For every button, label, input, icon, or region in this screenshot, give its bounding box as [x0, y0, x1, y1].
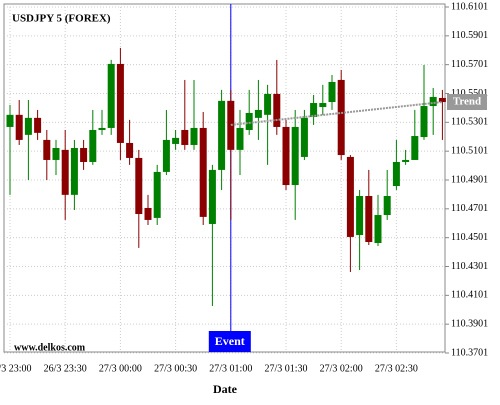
- candle-body: [420, 106, 428, 138]
- candle-body: [6, 114, 14, 127]
- candle-body: [310, 103, 318, 117]
- candle-body: [52, 147, 60, 160]
- x-tick-label: 27/3 02:00: [320, 363, 363, 374]
- candle-body: [135, 157, 143, 215]
- candle-body: [264, 93, 272, 115]
- y-tick-label: 110.3901: [451, 318, 488, 329]
- candle-body: [162, 139, 170, 172]
- x-tick-label: 27/3 00:00: [99, 363, 142, 374]
- candle-body: [70, 147, 78, 195]
- candle-body: [346, 156, 354, 237]
- candle-body: [172, 137, 180, 144]
- chart-title: USDJPY 5 (FOREX): [12, 13, 111, 25]
- candle-body: [208, 169, 216, 224]
- candle-body: [365, 196, 373, 242]
- x-tick-label: 27/3 00:30: [154, 363, 197, 374]
- y-tick-label: 110.5901: [451, 30, 488, 41]
- y-tick-label: 110.5301: [451, 117, 488, 128]
- candle-body: [319, 103, 327, 108]
- candle-body: [34, 117, 42, 133]
- x-tick-label: 27/3 01:00: [209, 363, 252, 374]
- y-tick-label: 110.5101: [451, 145, 488, 156]
- y-tick-label: 110.4101: [451, 290, 488, 301]
- x-axis-label: Date: [213, 382, 238, 396]
- candle-body: [328, 81, 336, 103]
- candle-body: [438, 97, 446, 103]
- candle-body: [144, 207, 152, 220]
- candle-body: [15, 114, 23, 140]
- trend-line: [230, 101, 443, 126]
- candle-body: [153, 171, 161, 218]
- x-tick-label: 26/3 23:00: [0, 363, 32, 374]
- candle-body: [402, 159, 410, 162]
- y-tick-label: 110.4501: [451, 232, 488, 243]
- y-tick-label: 110.3701: [451, 347, 488, 358]
- candle-body: [61, 149, 69, 195]
- x-tick-label: 27/3 02:30: [375, 363, 418, 374]
- candle-body: [356, 196, 364, 236]
- candle-body: [80, 147, 88, 162]
- y-tick-label: 110.5701: [451, 59, 488, 70]
- candle-body: [411, 136, 419, 160]
- candle-body: [107, 63, 115, 128]
- event-label: Event: [215, 334, 245, 348]
- candle-body: [282, 126, 290, 186]
- candle-body: [126, 142, 134, 158]
- candle-body: [337, 79, 345, 156]
- candle-body: [300, 117, 308, 157]
- candle-body: [254, 109, 262, 118]
- candle-body: [227, 100, 235, 150]
- candle-body: [24, 117, 32, 135]
- trend-label-box: [447, 94, 487, 111]
- candle-body: [98, 127, 106, 130]
- event-label-box: [208, 331, 251, 352]
- candle-body: [245, 112, 253, 130]
- candle-body: [429, 96, 437, 107]
- trend-label: Trend: [453, 96, 481, 108]
- candle-body: [236, 127, 244, 150]
- y-tick-label: 110.4301: [451, 261, 488, 272]
- candle-body: [199, 127, 207, 217]
- candle-body: [392, 161, 400, 187]
- candle-body: [43, 139, 51, 160]
- y-tick-label: 110.6101: [451, 1, 488, 12]
- candle-body: [89, 129, 97, 162]
- candle-body: [374, 215, 382, 244]
- candle-body: [116, 63, 124, 143]
- plot-frame: [3, 3, 446, 353]
- y-tick-label: 110.4901: [451, 174, 488, 185]
- y-tick-label: 110.5501: [451, 88, 488, 99]
- candle-body: [181, 129, 189, 145]
- candle-body: [218, 100, 226, 170]
- watermark: www.delkos.com: [14, 342, 86, 353]
- candle-body: [273, 93, 281, 127]
- y-tick-label: 110.4701: [451, 203, 488, 214]
- candle-body: [190, 127, 198, 145]
- candle-body: [291, 126, 299, 186]
- x-tick-label: 27/3 01:30: [264, 363, 307, 374]
- x-tick-label: 26/3 23:30: [44, 363, 87, 374]
- candle-body: [383, 196, 391, 216]
